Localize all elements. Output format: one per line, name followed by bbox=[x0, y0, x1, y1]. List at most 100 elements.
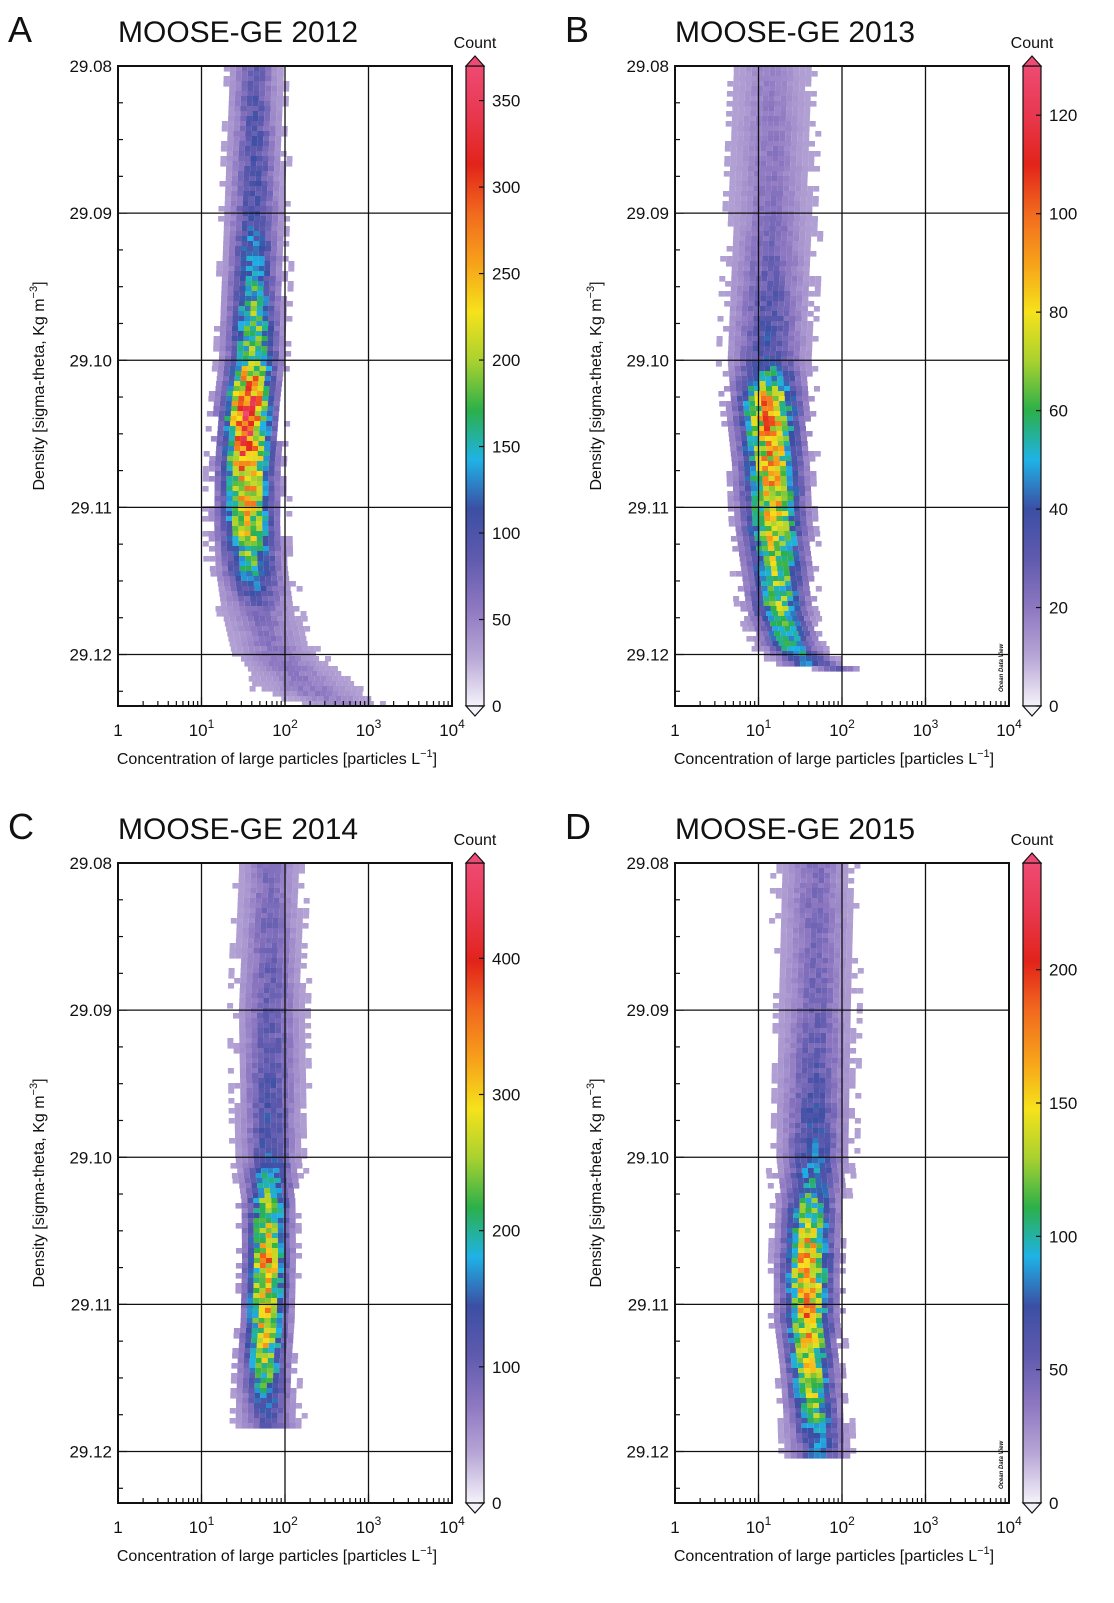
heatmap-bin bbox=[737, 266, 744, 272]
heatmap-bin bbox=[759, 526, 766, 532]
heatmap-bin bbox=[753, 191, 759, 197]
heatmap-bin bbox=[245, 451, 252, 457]
heatmap-bin bbox=[237, 1358, 244, 1364]
heatmap-bin bbox=[277, 1138, 284, 1144]
colorbar-max-arrow bbox=[464, 55, 486, 67]
heatmap-bin bbox=[254, 621, 261, 627]
heatmap-bin bbox=[247, 1423, 254, 1429]
heatmap-bin bbox=[329, 696, 336, 702]
heatmap-bin bbox=[208, 466, 215, 472]
heatmap-bin bbox=[275, 631, 282, 637]
heatmap-bin bbox=[250, 396, 257, 402]
heatmap-bin bbox=[759, 176, 766, 182]
heatmap-bin bbox=[781, 236, 788, 242]
heatmap-bin bbox=[773, 116, 780, 122]
heatmap-bin bbox=[227, 1043, 234, 1049]
heatmap-bin bbox=[236, 1383, 243, 1389]
heatmap-bin bbox=[283, 1293, 290, 1299]
heatmap-bin bbox=[748, 626, 755, 632]
heatmap-bin bbox=[782, 521, 789, 527]
heatmap-bin bbox=[799, 76, 806, 82]
heatmap-bin bbox=[252, 636, 259, 642]
x-axis-ticks bbox=[674, 697, 1010, 706]
heatmap-bin bbox=[779, 541, 786, 547]
heatmap-bin bbox=[230, 621, 237, 627]
heatmap-bin bbox=[738, 246, 745, 252]
heatmap-bin bbox=[281, 631, 288, 637]
heatmap-bin bbox=[252, 111, 259, 117]
heatmap-bin bbox=[289, 1303, 295, 1309]
heatmap-bin bbox=[244, 391, 251, 397]
heatmap-bin bbox=[241, 236, 248, 242]
heatmap-bin bbox=[772, 626, 779, 632]
heatmap-bin bbox=[287, 863, 293, 869]
heatmap-bin bbox=[790, 396, 797, 402]
heatmap-bin bbox=[748, 611, 755, 617]
heatmap-bin bbox=[228, 116, 235, 122]
heatmap-bin bbox=[277, 71, 284, 77]
heatmap-bin bbox=[238, 1008, 245, 1014]
heatmap-bin bbox=[242, 1248, 248, 1254]
heatmap-bin bbox=[299, 1028, 306, 1034]
heatmap-bin bbox=[266, 923, 273, 929]
heatmap-bin bbox=[787, 556, 794, 562]
heatmap-bin bbox=[782, 636, 789, 642]
heatmap-bin bbox=[720, 256, 727, 262]
heatmap-bin bbox=[241, 81, 248, 87]
heatmap-bin bbox=[806, 516, 813, 522]
heatmap-bin bbox=[288, 1093, 295, 1099]
heatmap-bin bbox=[845, 968, 852, 974]
heatmap-bin bbox=[750, 111, 757, 117]
heatmap-bin bbox=[256, 151, 263, 157]
heatmap-bin bbox=[252, 1113, 259, 1119]
heatmap-bin bbox=[252, 1118, 259, 1124]
heatmap-bin bbox=[301, 943, 308, 949]
heatmap-bin bbox=[794, 661, 801, 667]
heatmap-bin bbox=[233, 566, 240, 572]
heatmap-bin bbox=[226, 396, 233, 402]
heatmap-bin bbox=[796, 296, 803, 302]
heatmap-bin bbox=[247, 241, 254, 247]
heatmap-bin bbox=[302, 646, 309, 652]
heatmap-bin bbox=[784, 161, 791, 167]
heatmap-bin bbox=[259, 1283, 266, 1289]
heatmap-bin bbox=[269, 606, 276, 612]
heatmap-bin bbox=[736, 161, 743, 167]
heatmap-bin bbox=[235, 1408, 242, 1414]
heatmap-bin bbox=[808, 151, 815, 157]
heatmap-bin bbox=[802, 161, 809, 167]
heatmap-bin bbox=[266, 621, 273, 627]
heatmap-bin bbox=[226, 541, 233, 547]
heatmap-bin bbox=[244, 471, 251, 477]
heatmap-bin bbox=[754, 641, 761, 647]
heatmap-bin bbox=[812, 868, 819, 874]
heatmap-bin bbox=[256, 521, 263, 527]
heatmap-bin bbox=[800, 883, 806, 889]
heatmap-bin bbox=[249, 591, 256, 597]
heatmap-bin bbox=[250, 516, 257, 522]
heatmap-bin bbox=[275, 671, 282, 677]
heatmap-bin bbox=[256, 541, 263, 547]
heatmap-bin bbox=[252, 973, 259, 979]
heatmap-bin bbox=[840, 943, 847, 949]
heatmap-bin bbox=[268, 501, 275, 507]
heatmap-bin bbox=[270, 636, 277, 642]
heatmap-bin bbox=[289, 1283, 296, 1289]
heatmap-bin bbox=[829, 923, 835, 929]
heatmap-bin bbox=[253, 1413, 260, 1419]
heatmap-bin bbox=[802, 626, 809, 632]
heatmap-bin bbox=[729, 171, 736, 177]
heatmap-bin bbox=[238, 496, 245, 502]
heatmap-bin bbox=[765, 311, 772, 317]
heatmap-bin bbox=[253, 948, 260, 954]
heatmap-bin bbox=[784, 291, 791, 297]
heatmap-bin bbox=[786, 416, 793, 422]
heatmap-bin bbox=[222, 261, 229, 267]
heatmap-bins bbox=[227, 863, 313, 1429]
heatmap-bin bbox=[846, 928, 853, 934]
heatmap-bin bbox=[790, 451, 797, 457]
heatmap-bin bbox=[245, 1003, 252, 1009]
heatmap-bin bbox=[754, 301, 761, 307]
heatmap-bin bbox=[246, 111, 253, 117]
